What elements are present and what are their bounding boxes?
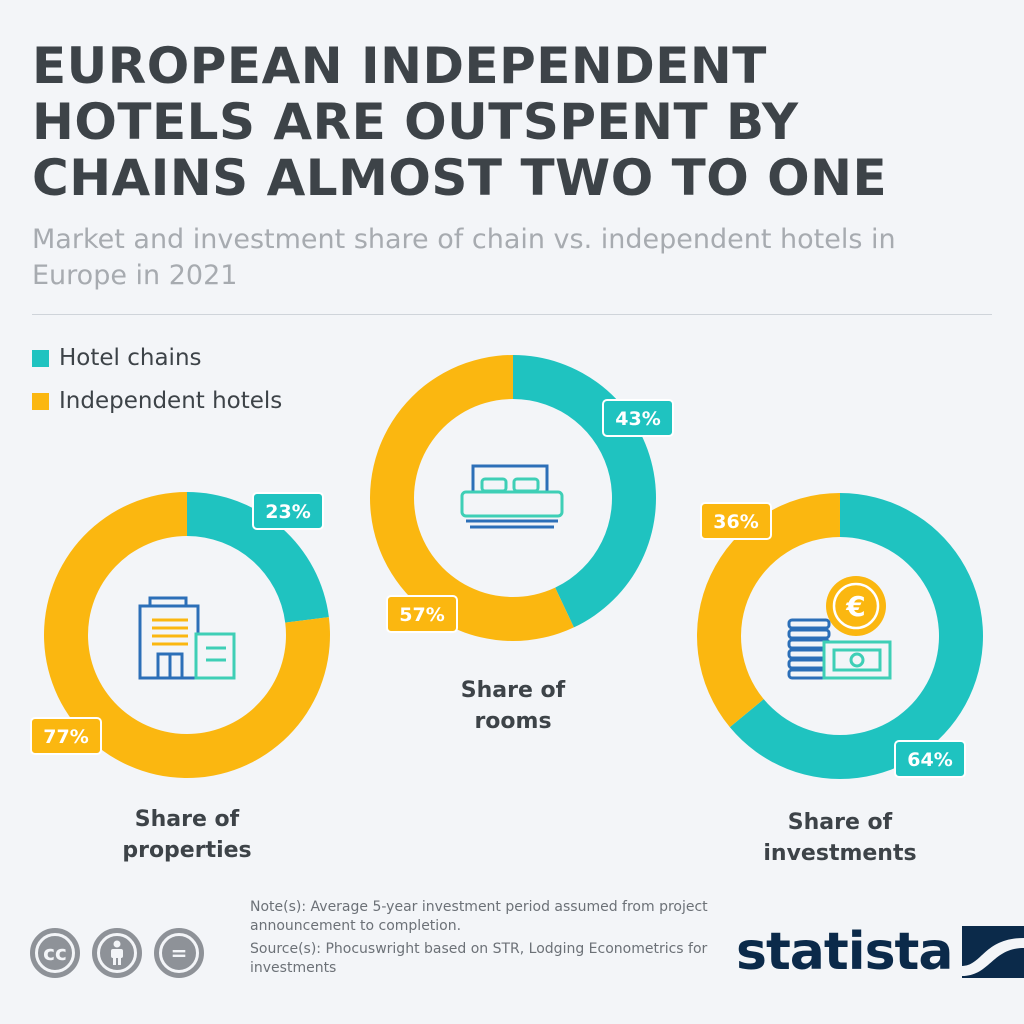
value-badge-label: 64% bbox=[907, 749, 952, 771]
page-title: EUROPEAN INDEPENDENT HOTELS ARE OUTSPENT… bbox=[32, 37, 888, 207]
chart-label-line: investments bbox=[763, 841, 916, 866]
donut-segment-independent bbox=[44, 492, 330, 778]
donut-chart-3: 64% 36% Share of investments bbox=[697, 493, 983, 866]
value-badge: 64% bbox=[894, 740, 966, 778]
value-badge-label: 36% bbox=[713, 511, 758, 533]
legend-swatch-independent bbox=[32, 392, 49, 410]
value-badge-bg bbox=[700, 502, 772, 540]
chart-label-line: Share of bbox=[788, 810, 893, 835]
brand-text: statista bbox=[736, 922, 953, 982]
page-subtitle: Market and investment share of chain vs.… bbox=[32, 224, 896, 291]
value-badge: 57% bbox=[386, 595, 458, 633]
chart-label-line: Share of bbox=[461, 678, 566, 703]
divider bbox=[32, 314, 992, 315]
legend: Hotel chains Independent hotels bbox=[32, 340, 282, 426]
money-icon: € bbox=[787, 576, 892, 680]
value-badge: 23% bbox=[252, 492, 324, 530]
legend-label-independent: Independent hotels bbox=[59, 388, 283, 414]
license-icons: cc = bbox=[30, 928, 204, 978]
value-badge-bg bbox=[602, 399, 674, 437]
donut-segment-independent bbox=[369, 355, 574, 641]
source-text: Source(s): Phocuswright based on STR, Lo… bbox=[250, 941, 708, 976]
legend-item-chains: Hotel chains bbox=[32, 340, 282, 376]
chart-label-line: rooms bbox=[474, 709, 551, 734]
value-badge-label: 43% bbox=[615, 408, 660, 430]
donut-segment-chains bbox=[187, 492, 329, 623]
value-badge-bg bbox=[30, 717, 102, 755]
euro-icon: € bbox=[845, 590, 865, 623]
note-text: Note(s): Average 5-year investment perio… bbox=[250, 899, 708, 934]
value-badge: 77% bbox=[30, 717, 102, 755]
legend-swatch-chains bbox=[32, 349, 49, 367]
statista-mark-icon bbox=[962, 926, 1024, 978]
value-badge-label: 77% bbox=[43, 726, 88, 748]
chart-label-line: properties bbox=[122, 838, 251, 863]
legend-label-chains: Hotel chains bbox=[59, 345, 202, 371]
nd-icon-text: = bbox=[159, 933, 199, 973]
donut-chart-2: 43% 57% Share of rooms bbox=[369, 355, 674, 734]
building-icon bbox=[138, 596, 236, 680]
value-badge-bg bbox=[894, 740, 966, 778]
value-badge-label: 23% bbox=[265, 501, 310, 523]
donut-segment-chains bbox=[729, 493, 983, 780]
cc-icon[interactable]: cc bbox=[30, 928, 80, 978]
donut-chart-1: 23% 77% Share of properties bbox=[30, 492, 330, 863]
value-badge-bg bbox=[252, 492, 324, 530]
statista-logo[interactable]: statista bbox=[736, 922, 1024, 982]
chart-label-line: Share of bbox=[135, 807, 240, 832]
attribution-icon[interactable] bbox=[92, 928, 142, 978]
person-icon bbox=[111, 940, 123, 965]
cc-icon-text: cc bbox=[35, 933, 75, 973]
donut-segment-independent bbox=[697, 493, 840, 728]
legend-item-independent: Independent hotels bbox=[32, 383, 282, 419]
value-badge: 36% bbox=[700, 502, 772, 540]
bed-icon bbox=[460, 464, 564, 529]
footnote: Note(s): Average 5-year investment perio… bbox=[250, 898, 720, 982]
no-derivatives-icon[interactable]: = bbox=[154, 928, 204, 978]
value-badge-bg bbox=[386, 595, 458, 633]
value-badge-label: 57% bbox=[399, 604, 444, 626]
value-badge: 43% bbox=[602, 399, 674, 437]
attribution-icon-inner bbox=[97, 933, 137, 973]
